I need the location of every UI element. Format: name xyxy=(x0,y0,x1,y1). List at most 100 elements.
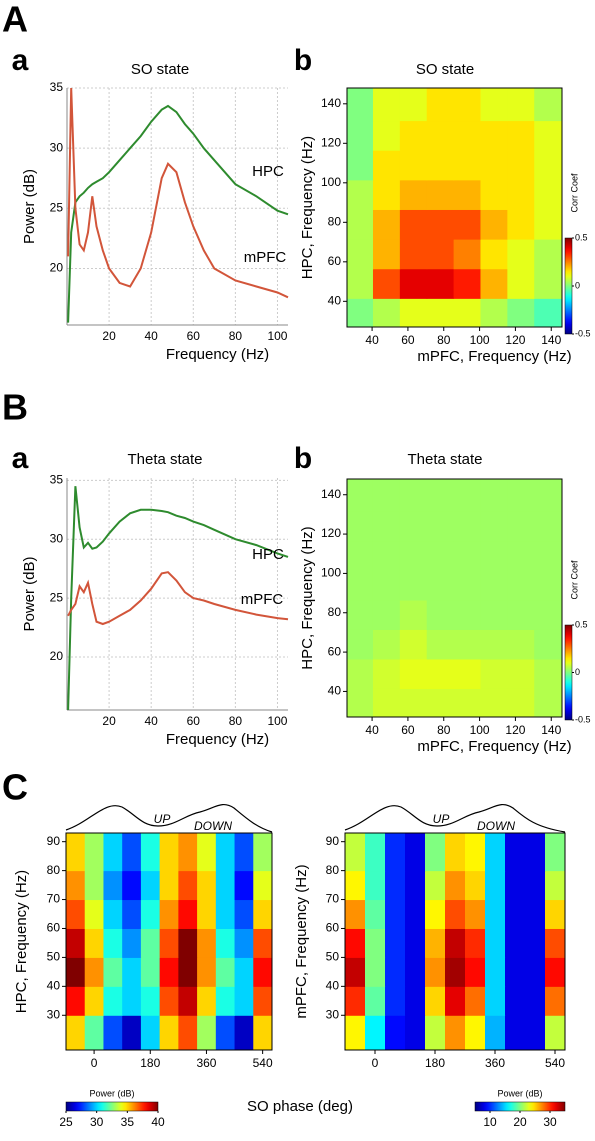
heat-cell xyxy=(507,540,535,571)
heat-cell xyxy=(399,120,428,151)
heat-cell xyxy=(453,150,481,181)
heat-cell xyxy=(507,629,535,660)
colorbar-tick-label: 40 xyxy=(151,1115,165,1129)
y-tick-label: 140 xyxy=(321,487,341,501)
heat-cell xyxy=(347,479,374,512)
heat-cell xyxy=(66,1015,86,1051)
colorbar-label: Power (dB) xyxy=(89,1088,134,1098)
series-line xyxy=(67,104,289,323)
heat-cell xyxy=(140,870,161,901)
heat-cell xyxy=(215,899,236,929)
heat-cell xyxy=(426,179,455,210)
y-tick-label: 40 xyxy=(328,293,342,307)
heat-cell xyxy=(480,298,508,328)
y-tick-label: 40 xyxy=(326,979,340,993)
colorbar-label: Power (dB) xyxy=(497,1088,542,1098)
y-axis-label: Power (dB) xyxy=(21,169,38,244)
heat-cell xyxy=(485,986,506,1016)
heat-cell xyxy=(534,209,563,240)
y-tick-label: 80 xyxy=(326,863,340,877)
heat-cell xyxy=(365,957,386,987)
heat-cell xyxy=(253,986,273,1016)
heat-cell xyxy=(178,928,198,958)
annotation: DOWN xyxy=(477,819,515,833)
x-axis-label: mPFC, Frequency (Hz) xyxy=(417,738,571,755)
y-axis-label: Power (dB) xyxy=(21,556,38,631)
heat-cell xyxy=(545,957,566,987)
heat-cell xyxy=(545,1015,566,1051)
heat-cell xyxy=(84,986,104,1016)
heat-cell xyxy=(140,986,161,1016)
heat-cell xyxy=(505,899,526,929)
heat-cell xyxy=(178,899,198,929)
colorbar-tick-label: -0.5 xyxy=(575,328,591,338)
heat-cell xyxy=(159,833,179,872)
y-axis-label: HPC, Frequency (Hz) xyxy=(299,526,316,669)
heat-cell xyxy=(480,688,508,718)
heat-cell xyxy=(425,957,446,987)
heat-cell xyxy=(103,870,123,901)
heat-cell xyxy=(534,629,563,660)
heat-cell xyxy=(525,899,546,929)
heat-cell xyxy=(345,899,366,929)
heat-cell xyxy=(372,298,401,328)
heat-cell xyxy=(445,928,466,958)
y-axis-label: HPC, Frequency (Hz) xyxy=(299,136,316,279)
heat-cell xyxy=(372,150,401,181)
heat-cell xyxy=(525,1015,546,1051)
x-tick-label: 120 xyxy=(505,333,525,347)
heat-cell xyxy=(480,479,508,512)
heat-cell xyxy=(453,570,481,601)
heat-cell xyxy=(365,1015,386,1051)
heat-cell xyxy=(426,268,455,299)
y-tick-label: 30 xyxy=(47,1007,61,1021)
x-tick-label: 20 xyxy=(102,329,116,343)
heat-cell xyxy=(178,1015,198,1051)
heat-cell xyxy=(372,209,401,240)
heat-cell xyxy=(525,870,546,901)
heat-cell xyxy=(485,1015,506,1051)
heat-cell xyxy=(507,88,535,122)
heat-cell xyxy=(507,479,535,512)
heat-cell xyxy=(445,899,466,929)
heat-cell xyxy=(507,209,535,240)
colorbar-tick-label: 30 xyxy=(543,1115,557,1129)
heat-cell xyxy=(66,870,86,901)
heat-cell xyxy=(545,870,566,901)
heat-cell xyxy=(453,629,481,660)
plot-frame xyxy=(346,478,563,718)
heat-cell xyxy=(345,1015,366,1051)
heat-cell xyxy=(480,570,508,601)
heat-cell xyxy=(507,150,535,181)
y-tick-label: 140 xyxy=(321,96,341,110)
heat-cell xyxy=(485,957,506,987)
heat-cell xyxy=(399,658,428,689)
x-tick-label: 140 xyxy=(541,333,561,347)
y-tick-label: 20 xyxy=(50,261,64,275)
heat-cell xyxy=(485,899,506,929)
heat-cell xyxy=(507,570,535,601)
heat-cell xyxy=(399,268,428,299)
heat-cell xyxy=(197,957,217,987)
heat-cell xyxy=(197,928,217,958)
heat-cell xyxy=(84,957,104,987)
colorbar-tick-label: 0 xyxy=(575,667,580,677)
x-tick-label: 80 xyxy=(437,723,451,737)
y-tick-label: 60 xyxy=(328,254,342,268)
heat-cell xyxy=(405,1015,426,1051)
y-tick-label: 35 xyxy=(50,80,64,94)
heat-cell xyxy=(485,833,506,872)
x-tick-label: 360 xyxy=(485,1056,505,1070)
colorbar-tick-label: 35 xyxy=(121,1115,135,1129)
heat-cell xyxy=(453,179,481,210)
heat-cell xyxy=(480,511,508,542)
heat-cell xyxy=(453,268,481,299)
heat-cell xyxy=(347,511,374,542)
heat-cell xyxy=(426,209,455,240)
x-tick-label: 60 xyxy=(187,714,201,728)
chart-title: SO state xyxy=(416,61,474,78)
heat-cell xyxy=(534,688,563,718)
heat-cell xyxy=(347,298,374,328)
heat-cell xyxy=(465,957,486,987)
